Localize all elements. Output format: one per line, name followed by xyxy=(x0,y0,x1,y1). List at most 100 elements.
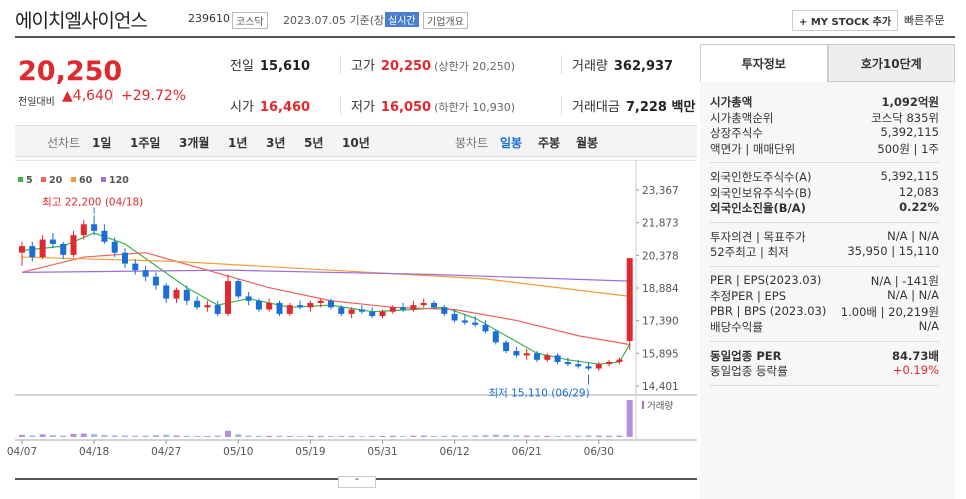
volume-bar xyxy=(101,435,108,437)
side-tab[interactable]: 투자정보 xyxy=(700,44,828,82)
legend-swatch xyxy=(642,401,644,409)
info-label: 추정PER | EPS xyxy=(710,289,787,303)
side-body: 시가총액 1,092억원 시가총액순위 코스닥 835위 상장주식수 5,392,115 액… xyxy=(700,82,955,386)
volume-bar xyxy=(616,435,623,437)
quick-order[interactable]: 빠른주문 xyxy=(904,14,945,27)
candle-body xyxy=(80,224,87,236)
info-label: 동일업종 등락률 xyxy=(710,364,788,378)
volume-bar xyxy=(286,435,293,437)
candle-body xyxy=(91,224,98,231)
x-tick-label: 04/18 xyxy=(79,446,109,458)
candle-body xyxy=(595,364,602,369)
candle-body xyxy=(544,355,551,360)
volume-bar xyxy=(554,435,561,437)
moving-average xyxy=(21,269,630,282)
info-label: 상장주식수 xyxy=(710,126,763,140)
label: 고가 xyxy=(351,59,375,74)
volume-bar xyxy=(80,433,87,437)
period-tab[interactable]: 일봉 xyxy=(500,136,523,150)
volume-bar xyxy=(451,435,458,437)
tab-group-label: 선차트 xyxy=(47,136,81,150)
volume-bar xyxy=(307,435,314,437)
candle-body xyxy=(245,296,252,301)
volume-bar xyxy=(214,435,221,437)
candle-body xyxy=(379,311,386,317)
info-row: 외국인보유주식수(B) 12,083 xyxy=(710,185,939,201)
volume-bar xyxy=(513,435,520,437)
y-tick-label: 20,378 xyxy=(642,250,679,262)
candle-body xyxy=(441,307,448,314)
candle-body xyxy=(111,241,118,253)
info-group: 외국인한도주식수(A) 5,392,115 외국인보유주식수(B) 12,083 외국인… xyxy=(710,163,939,223)
market: 코스닥 xyxy=(232,12,268,29)
value: 16,460 xyxy=(259,100,311,115)
volume-bar xyxy=(173,435,180,437)
candle-body xyxy=(564,361,571,365)
note: (하한가 10,930) xyxy=(434,101,516,114)
candle-body xyxy=(70,235,77,255)
volume-bar xyxy=(575,435,582,437)
period-tab[interactable]: 3개월 xyxy=(179,136,210,150)
volume-bar xyxy=(461,435,468,437)
period-tab[interactable]: 5년 xyxy=(304,136,324,150)
info-row: 추정PER | EPS N/A | N/A xyxy=(710,288,939,304)
volume-bar xyxy=(358,436,365,437)
candle-body xyxy=(389,307,396,312)
candle-body xyxy=(204,305,211,308)
collapse-button[interactable]: ⌃ xyxy=(338,476,376,488)
volume-bar xyxy=(503,434,510,437)
stock-code: 239610 xyxy=(188,12,230,25)
volume-bar xyxy=(492,434,499,437)
realtime[interactable]: 실시간 xyxy=(385,12,419,27)
volume-bar xyxy=(70,433,77,437)
info-value: 코스닥 835위 xyxy=(871,110,939,125)
legend-swatch xyxy=(71,177,76,182)
x-tick-label: 04/07 xyxy=(7,446,37,458)
period-tab[interactable]: 1년 xyxy=(228,136,248,150)
info-row: 배당수익률 N/A xyxy=(710,319,939,335)
period-tab[interactable]: 월봉 xyxy=(576,136,599,150)
info-value: N/A | N/A xyxy=(887,228,939,243)
candle-body xyxy=(235,281,242,297)
change-rate: +29.72% xyxy=(112,88,186,104)
value: 7,228 백만 xyxy=(625,100,696,115)
info-row: 상장주식수 5,392,115 xyxy=(710,125,939,141)
volume-bar xyxy=(595,435,602,437)
volume-bar xyxy=(60,435,67,437)
volume-bar xyxy=(389,435,396,437)
info-value: N/A | N/A xyxy=(887,288,939,302)
moving-average xyxy=(21,252,630,346)
candle-body xyxy=(60,243,67,255)
candle-body xyxy=(400,307,407,310)
candle-body xyxy=(451,313,458,321)
volume-bar xyxy=(328,435,334,437)
candle-body xyxy=(575,364,582,367)
period-tab[interactable]: 주봉 xyxy=(538,136,561,150)
info-value: 1.00배 | 20,219원 xyxy=(840,304,939,319)
period-tab[interactable]: 1일 xyxy=(92,136,112,150)
candle-body xyxy=(369,311,376,317)
my-stock-button[interactable]: + MY STOCK 추가 xyxy=(792,10,899,31)
info-row: 액면가 | 매매단위 500원 | 1주 xyxy=(710,141,939,157)
legend-swatch xyxy=(18,177,23,182)
info-row: 동일업종 등락률 +0.19% xyxy=(710,363,939,379)
info-value: +0.19% xyxy=(892,363,939,377)
info-label: 액면가 | 매매단위 xyxy=(710,141,796,156)
candle-body xyxy=(492,331,499,343)
company-info[interactable]: 기업개요 xyxy=(423,12,468,29)
volume-bar xyxy=(204,436,211,437)
stock-name: 에이치엘사이언스 xyxy=(15,10,148,32)
candle-body xyxy=(142,270,149,277)
volume-bar xyxy=(122,435,128,437)
candle-body xyxy=(132,263,139,271)
side-tab[interactable]: 호가10단계 xyxy=(827,44,955,82)
info-value: 1,092억원 xyxy=(881,95,939,109)
volume-bar xyxy=(183,435,190,437)
candle-body xyxy=(194,300,201,308)
period-tab[interactable]: 1주일 xyxy=(130,136,161,150)
value: 20,250 xyxy=(380,59,432,74)
volume-bar xyxy=(606,435,613,437)
y-tick-label: 21,873 xyxy=(642,218,679,230)
period-tab[interactable]: 10년 xyxy=(342,136,370,150)
period-tab[interactable]: 3년 xyxy=(266,136,286,150)
